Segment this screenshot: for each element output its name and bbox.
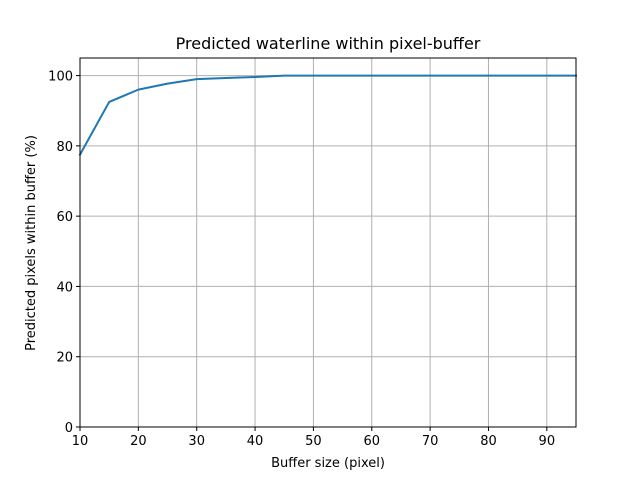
x-tick-label: 90 — [539, 434, 556, 449]
y-tick-label: 20 — [56, 351, 73, 366]
y-tick-label: 80 — [56, 140, 73, 155]
series-layer — [78, 74, 577, 156]
x-tick-label: 70 — [422, 434, 439, 449]
grid — [79, 58, 576, 428]
y-tick-label: 100 — [48, 70, 73, 85]
x-tick-label: 80 — [480, 434, 497, 449]
x-tick-label: 50 — [305, 434, 322, 449]
x-tick-label: 10 — [72, 434, 89, 449]
y-tick-label: 40 — [56, 280, 73, 295]
x-tick-label: 40 — [247, 434, 264, 449]
x-tick-label: 20 — [130, 434, 147, 449]
y-axis-ticks: 0 20 40 60 80 100 — [48, 70, 80, 436]
x-tick-label: 30 — [188, 434, 205, 449]
y-axis-label: Predicted pixels within buffer (%) — [24, 135, 39, 351]
series-line — [78, 74, 577, 156]
x-axis-label: Buffer size (pixel) — [271, 456, 385, 471]
y-tick-label: 60 — [56, 210, 73, 225]
chart-title: Predicted waterline within pixel-buffer — [176, 34, 481, 53]
y-tick-label: 0 — [65, 421, 73, 436]
x-tick-label: 60 — [363, 434, 380, 449]
plot-frame — [79, 57, 577, 428]
x-axis-ticks: 10 20 30 40 50 60 70 80 90 — [72, 427, 555, 449]
